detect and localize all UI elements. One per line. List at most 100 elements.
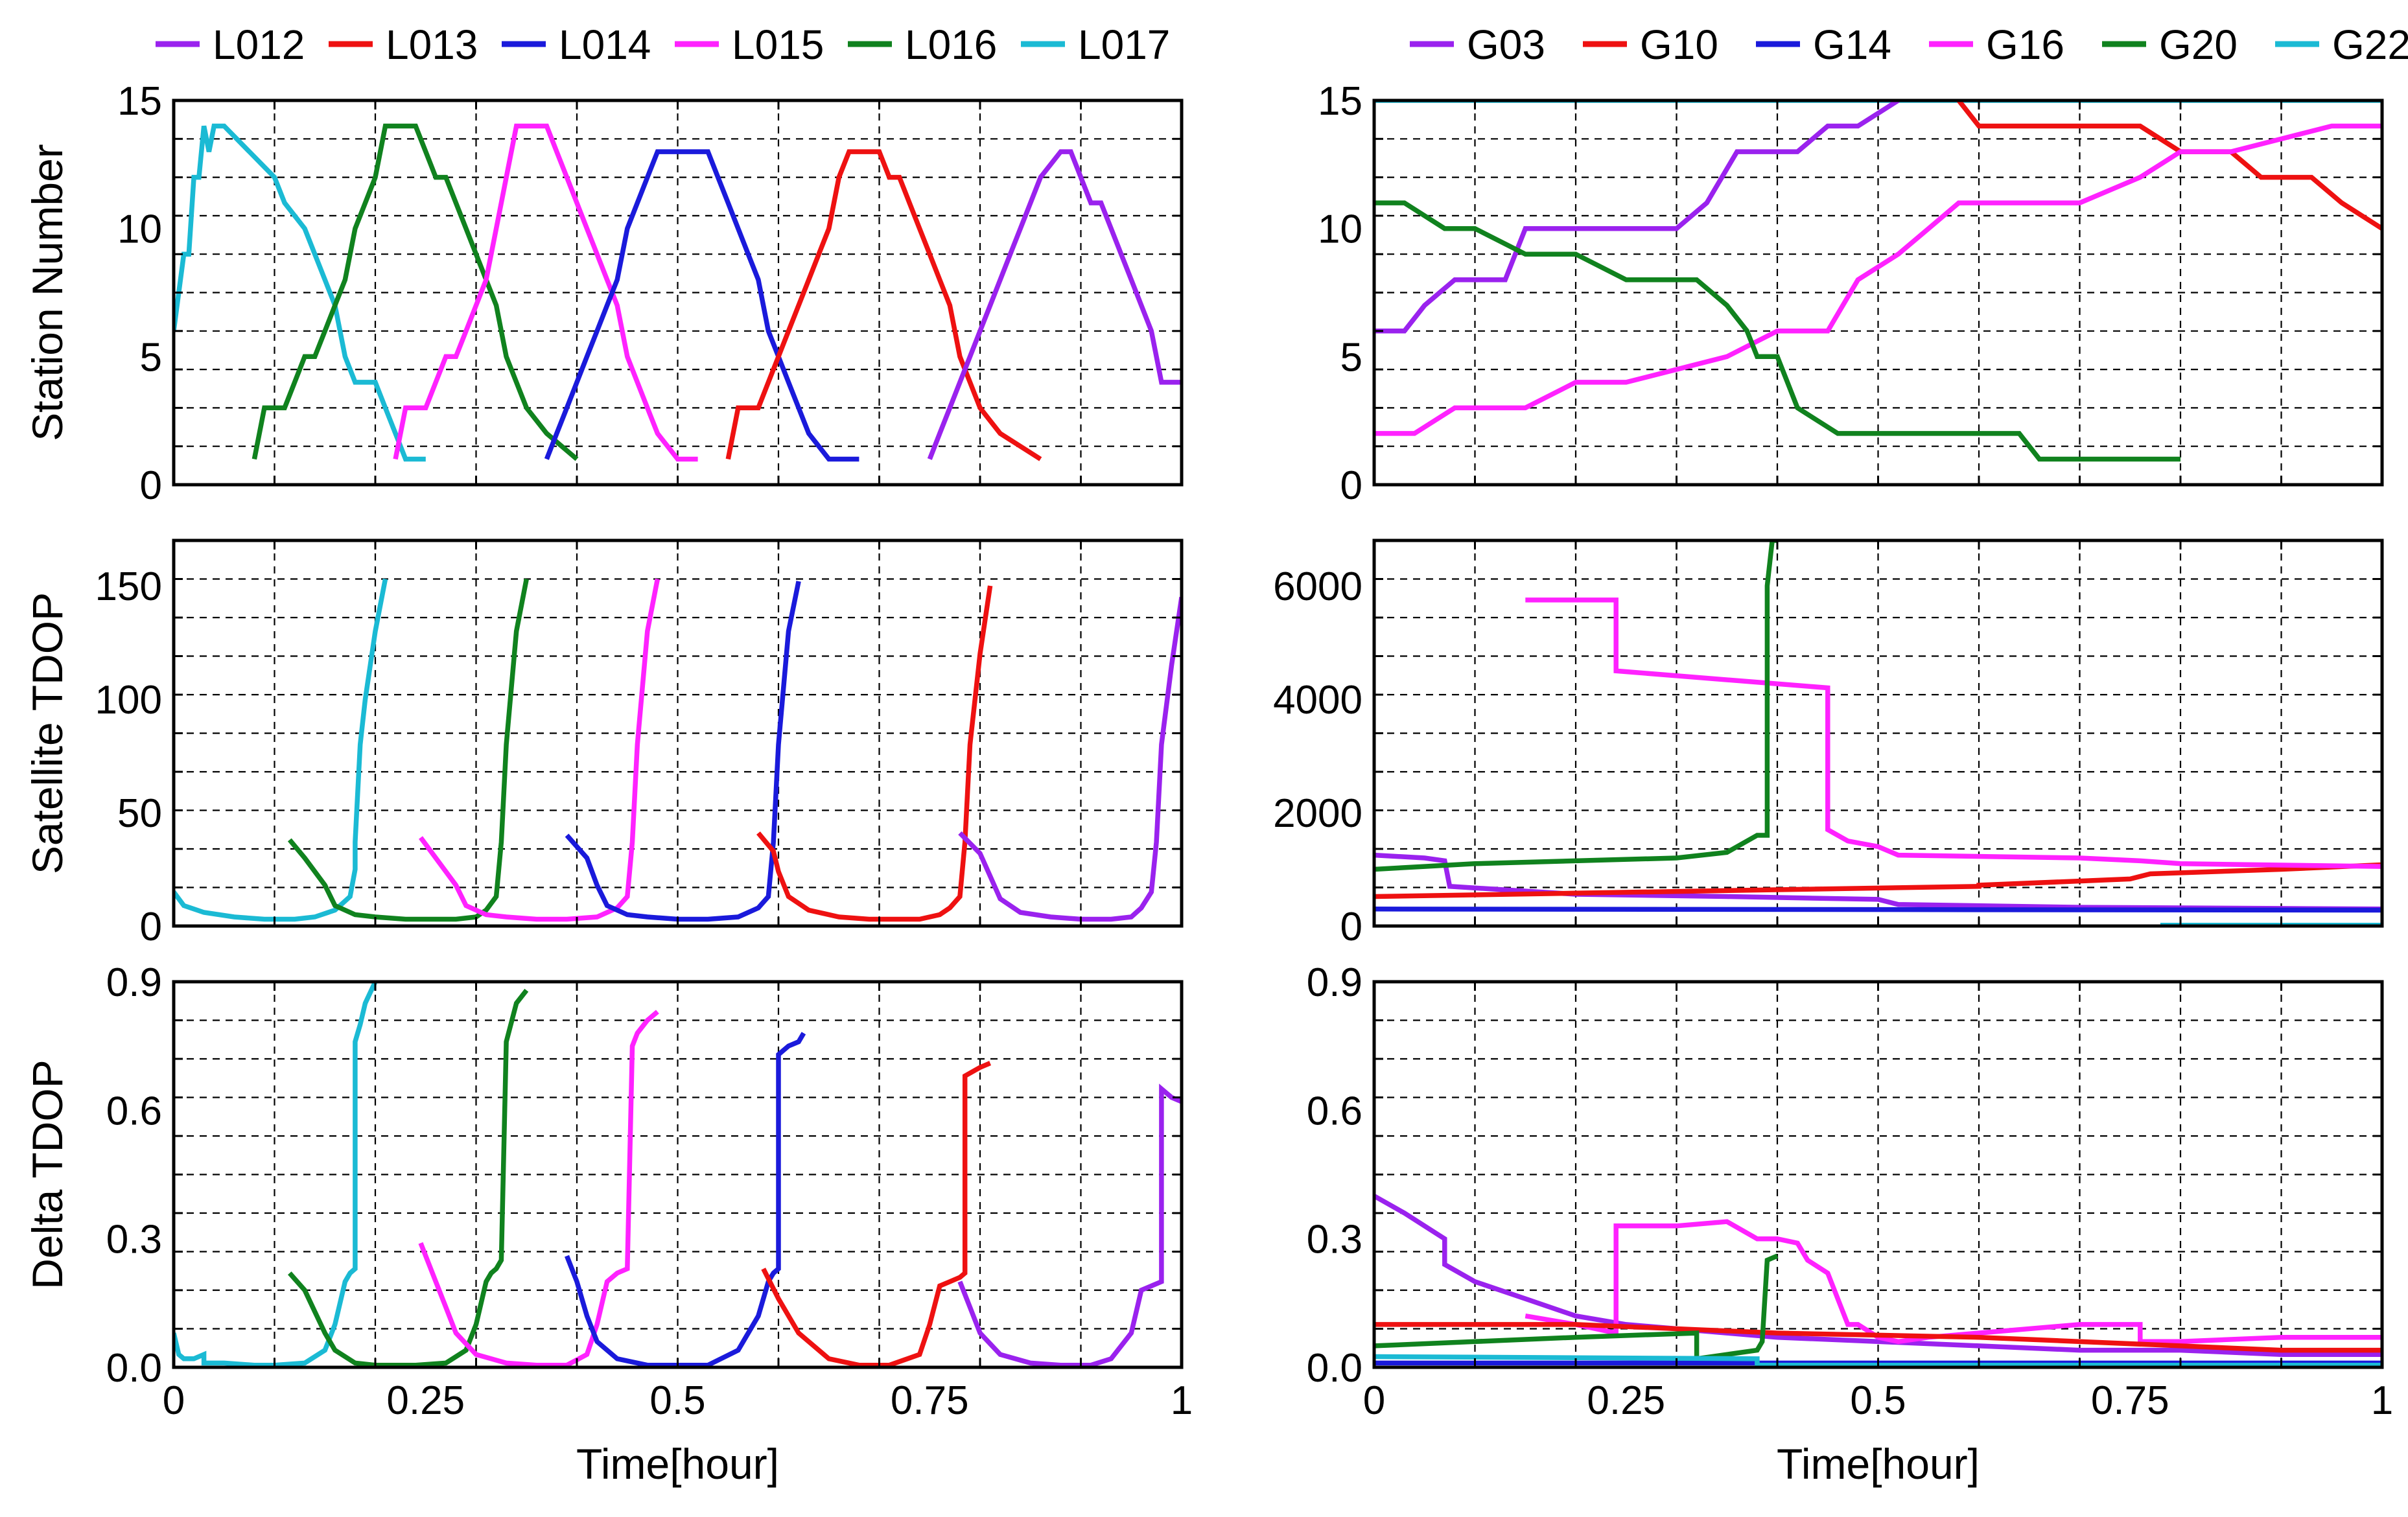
panel-right-middle: 0 2000 4000 6000 <box>1273 538 2384 949</box>
series-L012 <box>927 149 1182 460</box>
series-L014 <box>544 149 859 462</box>
y-tick-label: 10 <box>117 207 162 252</box>
series-G16 <box>1525 1219 2382 1345</box>
grid <box>174 100 1182 485</box>
legend-label: L012 <box>213 21 305 68</box>
legend-label: L015 <box>732 21 824 68</box>
y-tick-label: 50 <box>117 791 162 836</box>
grid <box>174 982 1182 1367</box>
grid <box>1374 100 2382 485</box>
y-tick-label: 5 <box>1340 335 1362 380</box>
x-tick-label: 0.5 <box>1850 1378 1906 1423</box>
series-L013 <box>756 585 993 922</box>
series-group <box>174 123 1182 462</box>
y-tick-label: 0.6 <box>106 1089 162 1133</box>
legend-item-L016: L016 <box>848 21 997 68</box>
series-G10 <box>1374 862 2382 899</box>
y-tick-label: 0.3 <box>1307 1218 1362 1262</box>
y-tick-label: 0.3 <box>106 1218 162 1262</box>
legend-label: L014 <box>559 21 651 68</box>
legend-label: G20 <box>2159 21 2238 68</box>
legend-item-G16: G16 <box>1929 21 2064 68</box>
series-G16 <box>1525 597 2382 869</box>
tick-marks <box>1373 539 2383 927</box>
series-L012 <box>957 1083 1182 1367</box>
y-tick-label: 5 <box>140 335 162 380</box>
series-L014 <box>565 1032 806 1367</box>
series-group <box>1374 1194 2382 1367</box>
y-axis-label: Delta TDOP <box>23 1060 71 1290</box>
tick-marks <box>1373 99 2383 486</box>
y-tick-label: 2000 <box>1273 791 1362 836</box>
y-tick-label: 100 <box>95 678 162 723</box>
legend-item-G20: G20 <box>2102 21 2238 68</box>
grid <box>1374 540 2382 926</box>
panel-right-top: 0 5 10 15 <box>1318 79 2384 508</box>
legend-label: G22 <box>2332 21 2408 68</box>
series-L013 <box>761 1061 992 1367</box>
series-group <box>174 578 1182 922</box>
legend-label: G16 <box>1986 21 2064 68</box>
legend-label: G14 <box>1813 21 1891 68</box>
y-tick-label: 4000 <box>1273 678 1362 723</box>
grid <box>174 540 1182 926</box>
panel-left-middle: 0 50 100 150 Satellite TDOP <box>23 538 1184 949</box>
series-L015 <box>418 1010 659 1367</box>
tick-marks <box>172 980 1183 1369</box>
y-tick-label: 0.9 <box>106 960 162 1005</box>
tick-marks <box>1373 980 2383 1369</box>
y-tick-label: 0.6 <box>1307 1089 1362 1133</box>
series-G20 <box>1374 200 2180 462</box>
y-tick-label: 0 <box>140 905 162 949</box>
legend-left: L012 L013 L014 L015 L016 L017 <box>156 21 1170 68</box>
y-tick-label: 15 <box>1318 79 1362 124</box>
legend-item-L013: L013 <box>329 21 478 68</box>
x-axis-label: Time[hour] <box>576 1440 779 1488</box>
tick-marks <box>172 99 1183 486</box>
panel-right-bottom: 0.0 0.3 0.6 0.9 0 0.25 0.5 0.75 1 Time[hour] <box>1307 960 2393 1488</box>
x-tick-label: 0.25 <box>1587 1378 1665 1423</box>
x-tick-label: 0.5 <box>649 1378 705 1423</box>
legend-item-L014: L014 <box>502 21 651 68</box>
legend-label: G10 <box>1640 21 1718 68</box>
series-L017 <box>174 123 426 462</box>
series-L015 <box>418 578 660 922</box>
series-G16 <box>1374 123 2382 436</box>
grid <box>1374 982 2382 1367</box>
legend-right: G03 G10 G14 G16 G20 G22 <box>1410 21 2408 68</box>
legend-label: G03 <box>1467 21 1545 68</box>
legend-label: L017 <box>1078 21 1170 68</box>
series-group <box>1374 100 2382 462</box>
series-G14 <box>1374 907 2382 913</box>
series-G10 <box>1374 1322 2382 1353</box>
series-L016 <box>287 578 529 922</box>
y-tick-label: 0 <box>1340 905 1362 949</box>
legend-label: L013 <box>386 21 478 68</box>
panel-left-top: 0 5 10 15 Station Number <box>23 79 1184 508</box>
legend-item-L017: L017 <box>1021 21 1170 68</box>
series-G03 <box>1374 100 1900 334</box>
tick-marks <box>172 539 1183 927</box>
legend-item-L015: L015 <box>675 21 824 68</box>
series-L015 <box>393 123 698 462</box>
series-L017 <box>174 578 388 922</box>
y-tick-label: 15 <box>117 79 162 124</box>
x-axis-label: Time[hour] <box>1777 1440 1980 1488</box>
series-L016 <box>287 988 529 1367</box>
series-L014 <box>565 581 801 922</box>
series-G22 <box>1374 1354 2382 1367</box>
x-tick-label: 1 <box>2371 1378 2393 1423</box>
x-tick-label: 0.75 <box>2091 1378 2169 1423</box>
y-tick-label: 150 <box>95 564 162 609</box>
x-tick-label: 0.25 <box>386 1378 465 1423</box>
y-tick-label: 6000 <box>1273 564 1362 609</box>
y-tick-label: 0.9 <box>1307 960 1362 1005</box>
y-tick-label: 10 <box>1318 207 1362 252</box>
series-group <box>174 982 1182 1367</box>
legend-item-G10: G10 <box>1583 21 1718 68</box>
series-L016 <box>251 123 579 461</box>
x-tick-label: 1 <box>1171 1378 1193 1423</box>
y-tick-label: 0 <box>140 463 162 508</box>
